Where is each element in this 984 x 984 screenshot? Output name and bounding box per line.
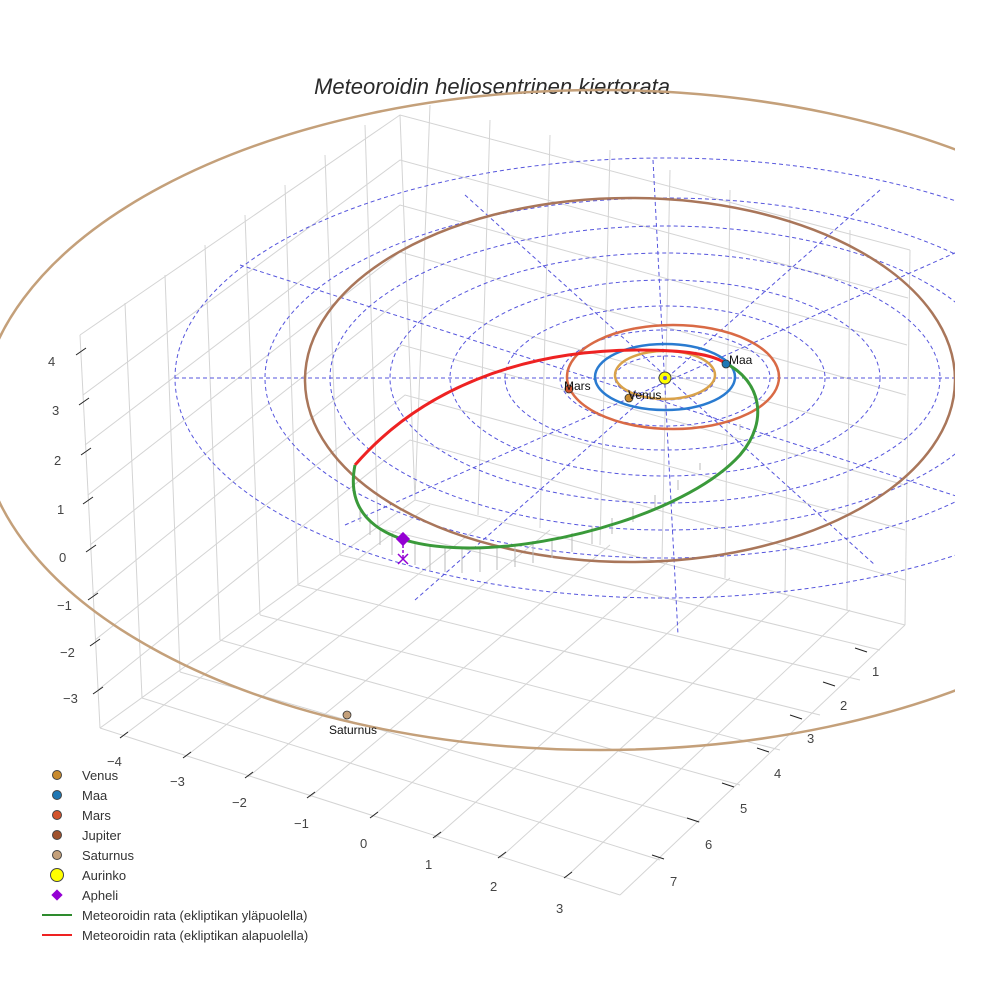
svg-text:1: 1 <box>425 857 432 872</box>
aphelion-marker[interactable] <box>395 531 411 547</box>
sun-legend-icon <box>50 868 64 882</box>
svg-text:2: 2 <box>490 879 497 894</box>
red-line-legend-icon <box>42 934 72 936</box>
legend-item-mars[interactable]: Mars <box>36 805 308 825</box>
x-axis-ticks <box>119 731 573 879</box>
legend-item-orbit-above[interactable]: Meteoroidin rata (ekliptikan yläpuolella… <box>36 905 308 925</box>
svg-text:−1: −1 <box>57 598 72 613</box>
ecliptic-polar-grid <box>174 157 984 636</box>
saturnus-marker[interactable] <box>342 710 352 720</box>
mars-legend-icon <box>52 810 62 820</box>
svg-text:−1: −1 <box>294 816 309 831</box>
y-axis-labels: 1 2 3 4 5 6 7 <box>670 664 879 889</box>
legend: Venus Maa Mars Jupiter Saturnus Aurinko … <box>36 765 308 945</box>
svg-text:3: 3 <box>807 731 814 746</box>
sun-marker[interactable] <box>658 371 672 385</box>
svg-text:0: 0 <box>360 836 367 851</box>
mars-marker[interactable] <box>564 384 574 394</box>
meteoroid-orbit-below <box>353 348 726 466</box>
venus-label: Venus <box>628 388 661 402</box>
svg-text:2: 2 <box>54 453 61 468</box>
maa-label: Maa <box>729 353 753 367</box>
diamond-legend-icon <box>51 889 63 901</box>
projection-drop-lines <box>359 424 741 573</box>
aphelion-projection-x-marker <box>397 553 409 565</box>
z-axis-labels: 4 3 2 1 0 −1 −2 −3 <box>48 354 78 706</box>
venus-marker[interactable] <box>624 393 634 403</box>
svg-text:1: 1 <box>57 502 64 517</box>
maa-legend-icon <box>52 790 62 800</box>
legend-item-venus[interactable]: Venus <box>36 765 308 785</box>
svg-text:−2: −2 <box>60 645 75 660</box>
maa-orbit <box>593 342 737 412</box>
svg-text:−3: −3 <box>63 691 78 706</box>
svg-text:−4: −4 <box>107 754 122 769</box>
svg-text:5: 5 <box>740 801 747 816</box>
svg-text:3: 3 <box>52 403 59 418</box>
svg-text:3: 3 <box>556 901 563 916</box>
svg-text:4: 4 <box>48 354 55 369</box>
svg-text:0: 0 <box>59 550 66 565</box>
meteoroid-orbit-above <box>351 361 760 550</box>
x-axis-labels: −4 −3 −2 −1 0 1 2 3 <box>107 754 563 916</box>
legend-item-apheli[interactable]: Apheli <box>36 885 308 905</box>
mars-label: Mars <box>564 379 591 393</box>
legend-item-maa[interactable]: Maa <box>36 785 308 805</box>
legend-item-orbit-below[interactable]: Meteoroidin rata (ekliptikan alapuolella… <box>36 925 308 945</box>
svg-text:2: 2 <box>840 698 847 713</box>
y-axis-ticks <box>651 647 868 860</box>
mars-orbit <box>565 323 781 431</box>
svg-text:−3: −3 <box>170 774 185 789</box>
svg-text:−2: −2 <box>232 795 247 810</box>
legend-item-aurinko[interactable]: Aurinko <box>36 865 308 885</box>
jupiter-legend-icon <box>52 830 62 840</box>
svg-text:1: 1 <box>872 664 879 679</box>
z-axis-ticks <box>75 347 104 695</box>
svg-text:7: 7 <box>670 874 677 889</box>
green-line-legend-icon <box>42 914 72 916</box>
saturnus-label: Saturnus <box>329 723 377 737</box>
svg-text:4: 4 <box>774 766 781 781</box>
legend-item-saturnus[interactable]: Saturnus <box>36 845 308 865</box>
legend-item-jupiter[interactable]: Jupiter <box>36 825 308 845</box>
venus-legend-icon <box>52 770 62 780</box>
saturnus-legend-icon <box>52 850 62 860</box>
maa-marker[interactable] <box>721 359 731 369</box>
svg-text:6: 6 <box>705 837 712 852</box>
saturnus-orbit <box>0 88 984 752</box>
